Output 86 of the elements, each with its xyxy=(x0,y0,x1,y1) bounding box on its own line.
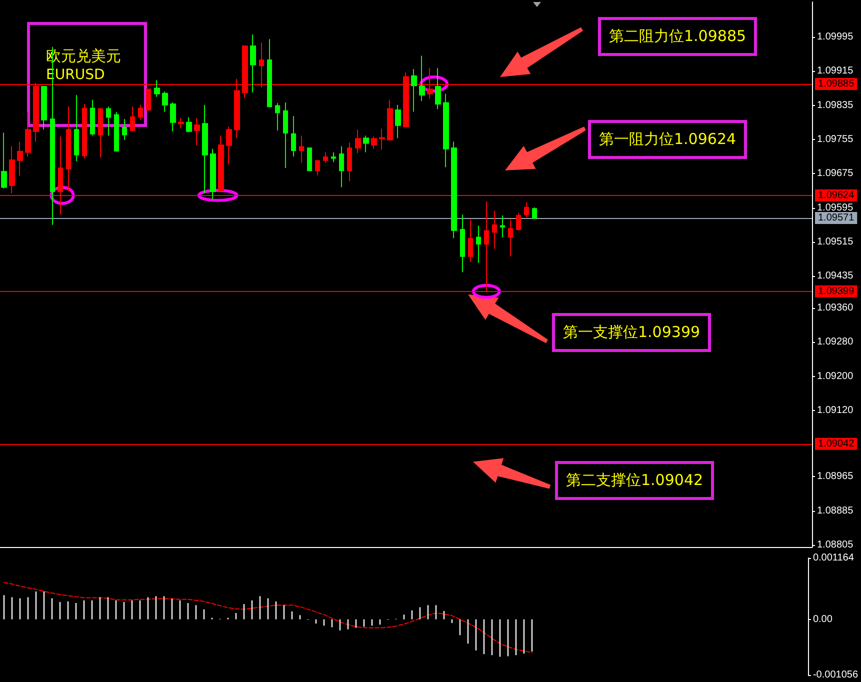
candlestick xyxy=(41,86,47,130)
y-tick-label: 1.09360 xyxy=(817,302,854,314)
candlestick xyxy=(451,141,457,239)
y-tick-label: 1.09435 xyxy=(817,270,854,282)
candlestick xyxy=(379,128,385,150)
candlestick xyxy=(267,38,272,108)
candlestick xyxy=(178,118,184,129)
y-tick-label: 1.09915 xyxy=(817,66,854,77)
candlestick xyxy=(138,104,143,120)
y-tick-label: 1.09675 xyxy=(817,168,854,180)
candlestick xyxy=(66,106,71,192)
y-tick-label: 1.08965 xyxy=(817,471,854,482)
candlestick xyxy=(347,142,352,182)
candlestick xyxy=(524,202,529,218)
candlestick xyxy=(250,34,256,93)
candlestick xyxy=(146,88,151,110)
candlestick xyxy=(323,152,328,164)
y-tick-label: -0.001056 xyxy=(812,670,858,680)
y-tick-label: 1.09120 xyxy=(817,405,854,416)
candlestick xyxy=(395,104,401,139)
candlestick xyxy=(210,148,216,200)
annotation: 第一阻力位1.09624 xyxy=(588,120,748,160)
candlestick xyxy=(516,212,521,231)
candlestick xyxy=(154,80,160,98)
y-tick-label: 0.00 xyxy=(812,614,833,625)
candlestick xyxy=(460,214,465,273)
candlestick xyxy=(226,126,232,165)
candlestick xyxy=(9,146,15,194)
candlestick xyxy=(17,141,23,176)
ref-line-label: 1.09624 xyxy=(818,190,855,201)
candlestick xyxy=(468,219,473,262)
y-tick-label: 1.08805 xyxy=(817,540,854,550)
annotation: 第一支撑位1.09399 xyxy=(552,313,712,352)
candlestick xyxy=(1,132,7,190)
candlestick xyxy=(363,135,369,153)
candlestick xyxy=(500,214,505,238)
y-tick-label: 1.09200 xyxy=(817,370,854,382)
y-tick-label: 1.09595 xyxy=(817,202,854,214)
line-series xyxy=(4,582,532,654)
candlestick xyxy=(419,55,425,102)
candlestick xyxy=(283,102,288,169)
y-tick-label: 1.09280 xyxy=(817,336,854,348)
annotation: 第二阻力位1.09885 xyxy=(598,16,758,56)
y-tick-label: 1.08885 xyxy=(817,505,854,516)
ref-line-label: 1.09571 xyxy=(818,212,855,224)
candlestick xyxy=(476,225,481,264)
candlestick xyxy=(435,68,441,110)
candlestick xyxy=(291,115,296,158)
annotation: 第二支撑位1.09042 xyxy=(555,460,714,500)
ref-line-label: 1.09399 xyxy=(818,286,855,297)
candlestick xyxy=(299,135,304,164)
candlestick xyxy=(315,159,320,176)
y-tick-label: 0.001164 xyxy=(812,552,854,564)
y-tick-label: 1.09755 xyxy=(817,134,854,145)
candlestick xyxy=(82,104,87,159)
y-tick-label: 1.09835 xyxy=(817,100,854,111)
candlestick xyxy=(202,104,208,194)
candlestick xyxy=(25,111,31,158)
y-tick-label: 1.09515 xyxy=(817,236,854,248)
candlestick xyxy=(508,219,513,257)
ref-line-label: 1.09885 xyxy=(818,78,855,90)
candlestick xyxy=(114,112,119,152)
candlestick xyxy=(371,136,377,150)
candlestick xyxy=(339,146,344,188)
candlestick xyxy=(387,99,393,140)
candlestick xyxy=(162,91,168,112)
candlestick xyxy=(74,94,79,162)
candlestick xyxy=(275,102,280,131)
candlestick xyxy=(170,102,176,132)
ref-line-label: 1.09042 xyxy=(818,438,855,450)
candlestick xyxy=(194,118,200,146)
candlestick xyxy=(130,106,135,131)
candlestick xyxy=(411,68,417,112)
candlestick xyxy=(532,206,537,220)
candlestick xyxy=(443,93,449,168)
candlestick xyxy=(186,116,192,133)
candlestick xyxy=(331,152,336,163)
candlestick xyxy=(492,210,497,250)
y-tick-label: 1.09995 xyxy=(817,32,854,43)
candlestick xyxy=(90,99,95,136)
candlestick xyxy=(307,147,312,172)
candlestick xyxy=(106,106,111,136)
candlestick xyxy=(355,129,361,154)
candlestick xyxy=(98,108,103,158)
candlestick xyxy=(218,135,224,192)
candlestick xyxy=(122,118,127,140)
